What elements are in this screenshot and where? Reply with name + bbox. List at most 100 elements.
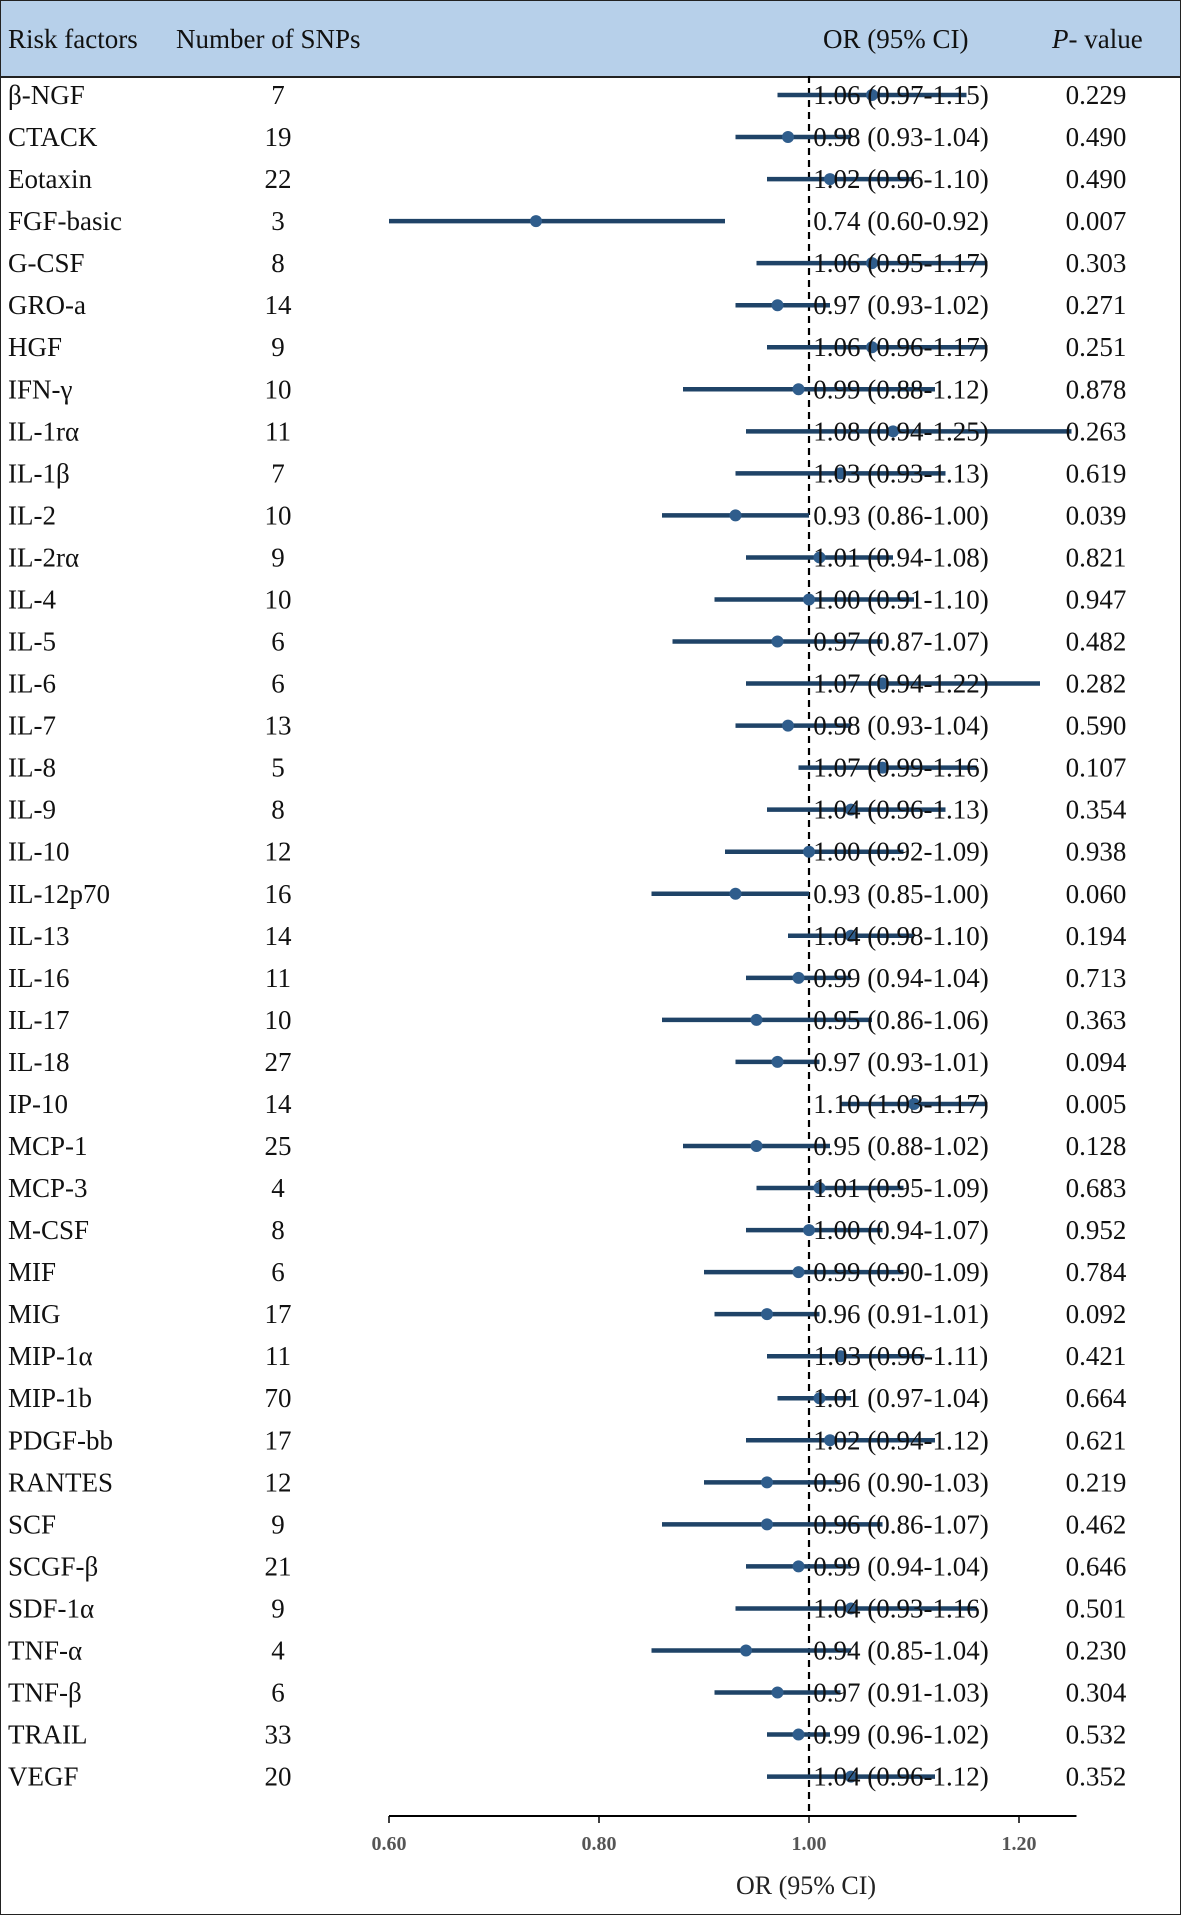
or-point [813,1182,826,1195]
or-ci-value: 1.04 (0.93-1.16) [813,1593,988,1623]
or-point [750,1013,763,1026]
snp-count: 9 [271,1593,285,1623]
snp-count: 8 [271,795,285,825]
snp-count: 33 [265,1720,292,1750]
p-value: 0.251 [1066,332,1127,362]
p-value: 0.282 [1066,669,1127,699]
p-value: 0.821 [1066,542,1127,572]
or-ci-value: 1.06 (0.95-1.17) [813,248,988,278]
x-tick-label: 0.60 [372,1833,407,1855]
snp-count: 7 [271,80,285,110]
risk-factor-label: IL-17 [8,1005,69,1035]
snp-count: 7 [271,458,285,488]
snp-count: 3 [271,206,285,236]
p-value: 0.363 [1066,1005,1127,1035]
risk-factor-label: TNF-α [8,1635,82,1665]
or-ci-value: 0.97 (0.91-1.03) [813,1678,988,1708]
snp-count: 25 [265,1131,292,1161]
or-ci-value: 0.96 (0.90-1.03) [813,1467,988,1497]
or-point [761,1518,773,1531]
risk-factor-label: RANTES [8,1467,113,1497]
p-value: 0.194 [1066,921,1127,951]
risk-factor-label: SDF-1α [8,1593,94,1623]
p-value: 0.952 [1066,1215,1127,1245]
header-p-italic: P [1052,24,1069,54]
or-ci-value: 0.97 (0.87-1.07) [813,627,988,657]
risk-factor-label: PDGF-bb [8,1425,113,1455]
snp-count: 10 [265,374,292,404]
p-value: 0.462 [1066,1509,1127,1539]
risk-factor-label: IL-10 [8,837,69,867]
or-point [866,257,878,270]
risk-factor-label: MIG [8,1299,61,1329]
snp-count: 9 [271,1509,285,1539]
p-value: 0.092 [1066,1299,1127,1329]
snp-count: 21 [265,1551,292,1581]
or-point [845,929,857,942]
or-ci-value: 1.04 (0.96-1.13) [813,795,988,825]
risk-factor-label: MCP-3 [8,1173,88,1203]
x-tick-label: 0.80 [582,1833,617,1855]
p-value: 0.229 [1066,80,1127,110]
or-ci-value: 0.98 (0.93-1.04) [813,122,988,152]
risk-factor-label: IL-13 [8,921,69,951]
risk-factor-label: IL-1β [8,458,70,488]
p-value: 0.532 [1066,1720,1127,1750]
or-ci-value: 0.99 (0.90-1.09) [813,1257,988,1287]
or-point [845,803,857,816]
p-value: 0.303 [1066,248,1127,278]
x-axis-title: OR (95% CI) [736,1871,876,1900]
or-ci-value: 0.96 (0.91-1.01) [813,1299,988,1329]
risk-factor-label: M-CSF [8,1215,89,1245]
or-ci-value: 1.00 (0.94-1.07) [813,1215,988,1245]
or-point [729,887,742,900]
or-point [740,1644,752,1657]
p-value: 0.490 [1066,122,1127,152]
snp-count: 10 [265,1005,292,1035]
p-value: 0.421 [1066,1341,1127,1371]
snp-count: 6 [271,627,285,657]
or-ci-value: 1.06 (0.96-1.17) [813,332,988,362]
or-ci-value: 0.99 (0.94-1.04) [813,1551,988,1581]
or-ci-value: 0.97 (0.93-1.02) [813,290,988,320]
or-point [866,341,878,354]
header-p-value: P- value [1052,23,1143,55]
or-ci-value: 1.01 (0.97-1.04) [813,1383,988,1413]
snp-count: 11 [265,416,291,446]
risk-factor-label: IL-2 [8,500,56,530]
risk-factor-label: IL-9 [8,795,56,825]
or-ci-value: 0.97 (0.93-1.01) [813,1047,988,1077]
p-value: 0.128 [1066,1131,1127,1161]
header-p-rest: - value [1068,24,1143,54]
snp-count: 9 [271,332,285,362]
or-point [887,425,899,438]
x-tick-label: 1.00 [792,1833,827,1855]
risk-factor-label: GRO-a [8,290,86,320]
risk-factor-label: IL-5 [8,627,56,657]
or-ci-value: 0.93 (0.85-1.00) [813,879,988,909]
p-value: 0.664 [1066,1383,1127,1413]
or-ci-value: 0.98 (0.93-1.04) [813,711,988,741]
risk-factor-label: MIP-1b [8,1383,92,1413]
or-point [782,719,794,732]
or-point [761,1308,773,1321]
snp-count: 5 [271,753,285,783]
or-point [782,131,794,144]
or-ci-value: 1.00 (0.91-1.10) [813,584,988,614]
p-value: 0.007 [1066,206,1127,236]
or-point [761,1476,773,1489]
p-value: 0.304 [1066,1678,1127,1708]
or-ci-value: 1.02 (0.96-1.10) [813,164,988,194]
snp-count: 16 [265,879,292,909]
snp-count: 11 [265,1341,291,1371]
risk-factor-label: IL-16 [8,963,69,993]
x-tick-label: 1.20 [1002,1833,1037,1855]
or-ci-value: 1.03 (0.93-1.13) [813,458,988,488]
or-ci-value: 0.74 (0.60-0.92) [813,206,988,236]
or-point [729,509,742,522]
or-point [876,677,889,690]
snp-count: 19 [265,122,292,152]
snp-count: 10 [265,500,292,530]
p-value: 0.590 [1066,711,1127,741]
